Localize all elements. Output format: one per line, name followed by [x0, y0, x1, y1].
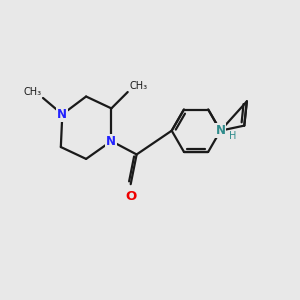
Text: N: N: [215, 124, 225, 137]
Text: O: O: [125, 190, 136, 202]
Text: N: N: [57, 108, 67, 121]
Text: CH₃: CH₃: [129, 81, 147, 91]
Text: H: H: [230, 131, 237, 141]
Text: N: N: [106, 135, 116, 148]
Text: CH₃: CH₃: [23, 86, 41, 97]
